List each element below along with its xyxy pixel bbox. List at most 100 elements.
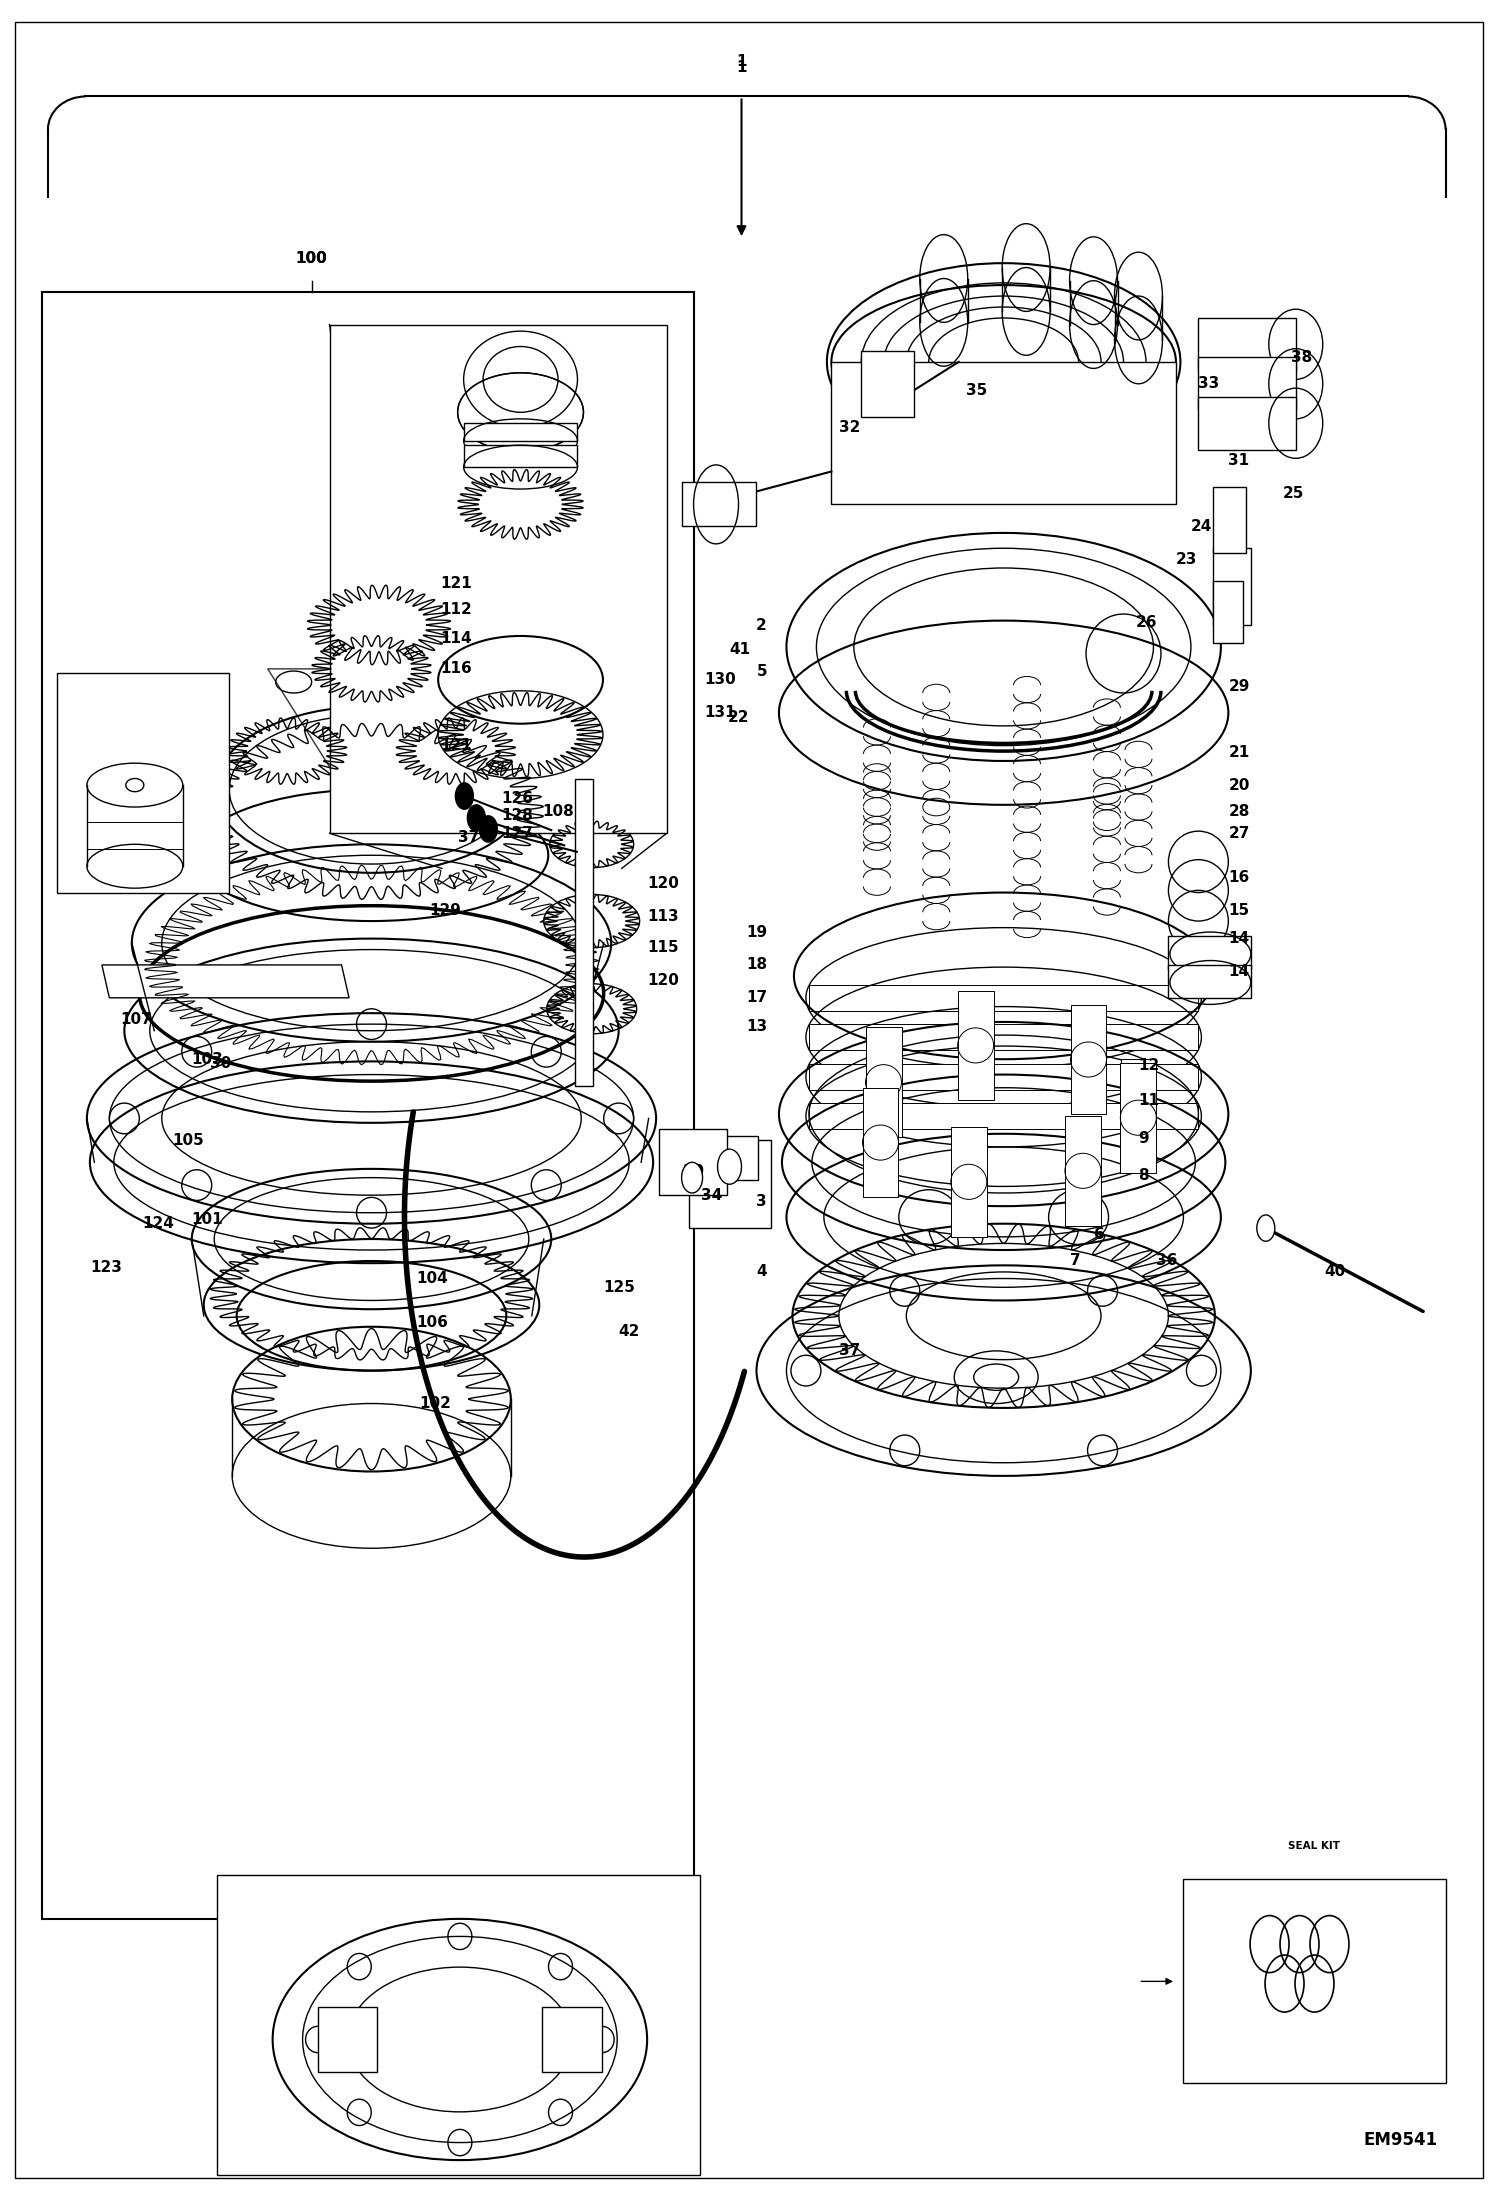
Text: 1: 1 bbox=[736, 55, 748, 68]
Bar bbox=[575, 779, 593, 1086]
Text: 128: 128 bbox=[502, 809, 533, 822]
Text: 31: 31 bbox=[1228, 454, 1249, 467]
Text: 123: 123 bbox=[90, 1261, 121, 1274]
Text: 34: 34 bbox=[701, 1189, 722, 1202]
Text: 104: 104 bbox=[416, 1272, 448, 1285]
Text: 15: 15 bbox=[1228, 904, 1249, 917]
Text: 112: 112 bbox=[440, 603, 472, 616]
Text: 29: 29 bbox=[1228, 680, 1249, 693]
Bar bbox=[1198, 397, 1296, 450]
Text: 115: 115 bbox=[647, 941, 679, 954]
Text: 37: 37 bbox=[458, 831, 479, 844]
Text: 33: 33 bbox=[1198, 377, 1219, 390]
Circle shape bbox=[455, 783, 473, 809]
Text: 39: 39 bbox=[683, 1164, 704, 1178]
Text: 100: 100 bbox=[295, 252, 328, 265]
Text: 121: 121 bbox=[440, 739, 472, 752]
Text: 14: 14 bbox=[1228, 965, 1249, 978]
Text: SEAL KIT: SEAL KIT bbox=[1288, 1840, 1341, 1851]
Polygon shape bbox=[102, 965, 349, 998]
Text: EM9541: EM9541 bbox=[1365, 2132, 1438, 2149]
Bar bbox=[1168, 936, 1251, 969]
Bar bbox=[689, 1140, 771, 1228]
Text: 20: 20 bbox=[1228, 779, 1249, 792]
Text: 21: 21 bbox=[1228, 746, 1249, 759]
Bar bbox=[464, 445, 578, 467]
Text: 127: 127 bbox=[502, 827, 533, 840]
Text: 114: 114 bbox=[440, 632, 472, 645]
Text: 37: 37 bbox=[839, 1344, 860, 1357]
Text: 12: 12 bbox=[1138, 1059, 1159, 1072]
Text: 102: 102 bbox=[419, 1397, 451, 1410]
Text: 109: 109 bbox=[138, 748, 169, 761]
Text: 103: 103 bbox=[192, 1053, 223, 1066]
Text: 32: 32 bbox=[839, 421, 860, 434]
Bar bbox=[1065, 1116, 1101, 1226]
Text: 101: 101 bbox=[192, 1213, 223, 1226]
Bar bbox=[1071, 1004, 1107, 1114]
Bar bbox=[861, 351, 914, 417]
Text: 4: 4 bbox=[756, 1265, 767, 1279]
Bar bbox=[682, 482, 756, 526]
Text: 119: 119 bbox=[160, 717, 192, 730]
Bar bbox=[1121, 1059, 1156, 1169]
Text: 14: 14 bbox=[1228, 932, 1249, 945]
Text: 132: 132 bbox=[1315, 1954, 1347, 1967]
Text: 121: 121 bbox=[440, 577, 472, 590]
Text: 30: 30 bbox=[210, 1057, 231, 1070]
Polygon shape bbox=[268, 669, 475, 833]
Text: 40: 40 bbox=[1324, 1265, 1345, 1279]
Bar bbox=[57, 673, 229, 893]
Text: 113: 113 bbox=[647, 910, 679, 923]
Text: 100: 100 bbox=[295, 252, 328, 265]
Text: 19: 19 bbox=[746, 925, 767, 939]
Bar bbox=[1198, 318, 1296, 371]
Text: 1: 1 bbox=[736, 59, 748, 75]
Bar bbox=[809, 1024, 1198, 1050]
Text: 117: 117 bbox=[138, 783, 169, 796]
Text: 26: 26 bbox=[1135, 616, 1156, 629]
Bar bbox=[701, 1136, 758, 1180]
Circle shape bbox=[682, 1162, 703, 1193]
Bar bbox=[1183, 1879, 1446, 2083]
Text: 36: 36 bbox=[1156, 1254, 1177, 1268]
Text: 5: 5 bbox=[756, 664, 767, 678]
Text: 125: 125 bbox=[604, 1281, 635, 1294]
Text: 7: 7 bbox=[1070, 1254, 1080, 1268]
Bar bbox=[330, 325, 667, 833]
Text: 8: 8 bbox=[1138, 1169, 1149, 1182]
Text: 38: 38 bbox=[1291, 351, 1312, 364]
Bar bbox=[1213, 548, 1251, 625]
Text: 3: 3 bbox=[756, 1195, 767, 1208]
Text: 129: 129 bbox=[430, 904, 461, 917]
Text: 17: 17 bbox=[746, 991, 767, 1004]
Text: 41: 41 bbox=[730, 643, 750, 656]
Text: 126: 126 bbox=[142, 805, 174, 818]
Bar bbox=[1213, 487, 1246, 553]
Text: 107: 107 bbox=[120, 1013, 151, 1026]
Text: 18: 18 bbox=[746, 958, 767, 971]
Text: 28: 28 bbox=[1228, 805, 1249, 818]
Bar bbox=[318, 2007, 377, 2072]
Text: 24: 24 bbox=[1191, 520, 1212, 533]
Text: 131: 131 bbox=[704, 706, 736, 719]
Bar bbox=[1213, 581, 1243, 643]
Bar bbox=[659, 1129, 727, 1195]
Bar bbox=[809, 985, 1198, 1011]
Text: 11: 11 bbox=[1138, 1094, 1159, 1107]
Bar bbox=[217, 1875, 700, 2175]
Bar bbox=[809, 1103, 1198, 1129]
Text: 105: 105 bbox=[172, 1134, 204, 1147]
Bar bbox=[831, 362, 1176, 504]
Text: 16: 16 bbox=[1228, 871, 1249, 884]
Text: 27: 27 bbox=[1228, 827, 1249, 840]
Text: 35: 35 bbox=[966, 384, 987, 397]
Text: 101: 101 bbox=[569, 1919, 601, 1932]
Text: 120: 120 bbox=[647, 974, 679, 987]
Circle shape bbox=[467, 805, 485, 831]
Text: 116: 116 bbox=[440, 662, 472, 675]
Bar bbox=[1121, 1064, 1156, 1173]
Bar bbox=[542, 2007, 602, 2072]
Text: 13: 13 bbox=[746, 1020, 767, 1033]
Bar bbox=[42, 292, 694, 1919]
